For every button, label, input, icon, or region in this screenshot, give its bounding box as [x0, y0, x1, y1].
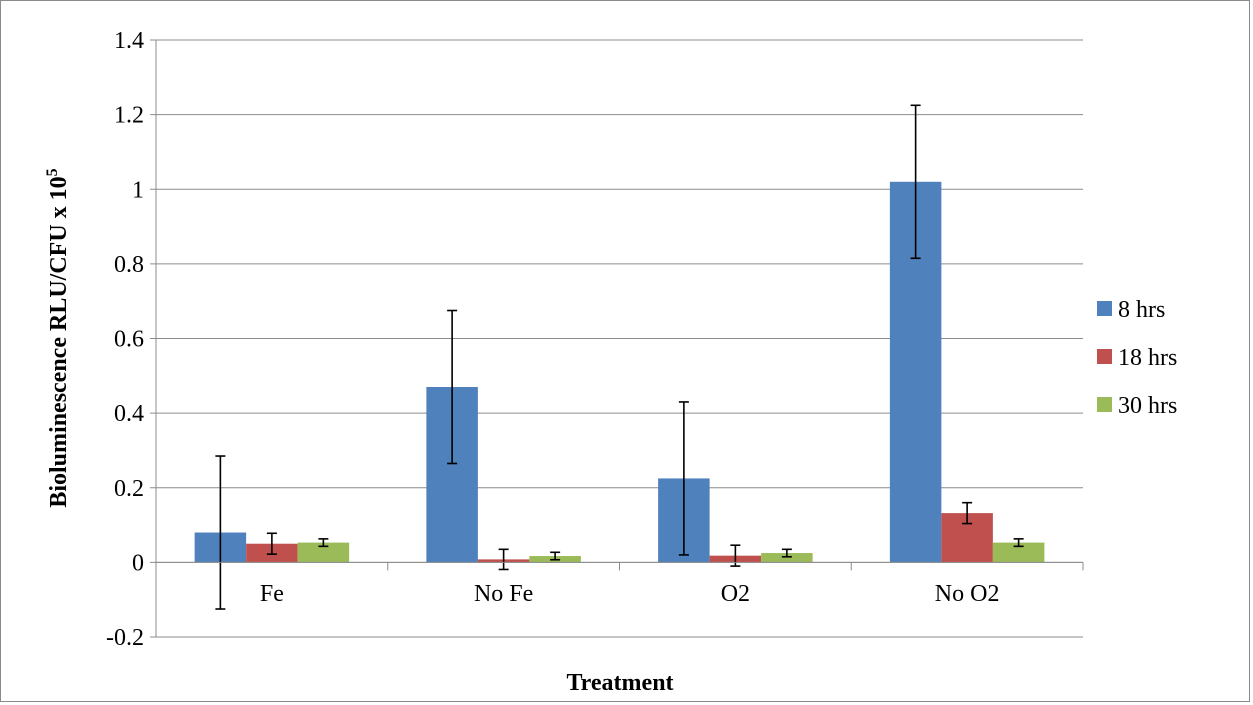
axes	[150, 39, 1084, 638]
x-tick-label: Fe	[260, 581, 284, 607]
y-tick-label: 0	[132, 550, 144, 576]
bar	[761, 553, 813, 563]
y-axis-title: Bioluminescence RLU/CFU x 105	[44, 168, 72, 507]
x-axis-title: Treatment	[566, 670, 673, 696]
x-tick-label: No O2	[935, 581, 1000, 607]
legend-swatch	[1097, 397, 1112, 412]
y-axis-title-superscript: 5	[44, 168, 61, 176]
bar	[992, 542, 1045, 563]
legend-label: 30 hrs	[1118, 393, 1177, 419]
legend-swatch	[1097, 349, 1112, 364]
x-tick-label: No Fe	[474, 581, 533, 607]
y-tick-label: 0.6	[114, 327, 144, 353]
legend-label: 18 hrs	[1118, 345, 1177, 371]
y-tick-label: 0.8	[114, 252, 144, 278]
y-tick-label: 0.4	[114, 401, 144, 427]
y-tick-label: 1	[132, 177, 144, 203]
legend: 8 hrs 18 hrs 30 hrs	[1097, 297, 1177, 419]
bar	[297, 542, 350, 563]
x-tick-label: O2	[721, 581, 750, 607]
y-axis-title-text: Bioluminescence RLU/CFU x 10	[46, 176, 72, 507]
error-bars	[215, 104, 1024, 610]
legend-label: 8 hrs	[1118, 297, 1165, 323]
y-tick-label: 1.2	[114, 103, 144, 129]
legend-swatch	[1097, 301, 1112, 316]
x-tick-labels: Fe No Fe O2 No O2	[260, 581, 1000, 607]
y-tick-label: 0.2	[114, 476, 144, 502]
y-tick-label: -0.2	[106, 625, 144, 651]
y-tick-label: 1.4	[114, 28, 144, 54]
bars	[194, 181, 1045, 563]
y-tick-labels: -0.2 0 0.2 0.4 0.6 0.8 1 1.2 1.4	[106, 28, 144, 651]
